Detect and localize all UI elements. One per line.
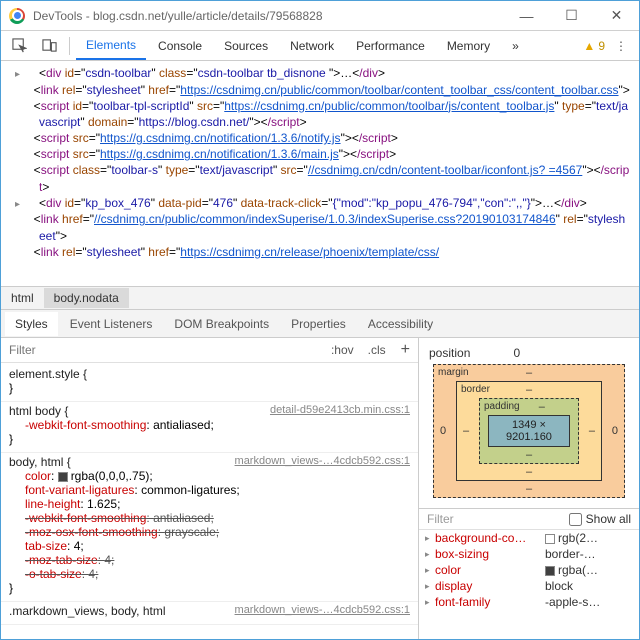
tab-sources[interactable]: Sources [214,33,278,59]
boxmodel-padding[interactable]: padding – – 1349 × 9201.160 [479,398,579,464]
showall-checkbox[interactable] [569,513,582,526]
dom-line[interactable]: <link href="//csdnimg.cn/public/common/i… [9,211,631,243]
maximize-button[interactable]: ☐ [549,1,594,31]
subtab-properties[interactable]: Properties [281,312,356,336]
tab-console[interactable]: Console [148,33,212,59]
titlebar: DevTools - blog.csdn.net/yulle/article/d… [1,1,639,31]
computed-row[interactable]: ▸colorrgba(… [419,562,639,578]
dom-line[interactable]: <script src="https://g.csdnimg.cn/notifi… [9,130,631,146]
tab-elements[interactable]: Elements [76,32,146,60]
minimize-button[interactable]: — [504,1,549,31]
computed-filter[interactable]: Filter [427,512,454,526]
position-label: position [429,346,489,360]
dom-tree[interactable]: <div id="csdn-toolbar" class="csdn-toolb… [1,61,639,286]
styles-pane: :hov .cls + element.style {}html body {d… [1,338,419,639]
computed-row[interactable]: ▸background-co…rgb(2… [419,530,639,546]
cls-toggle[interactable]: .cls [361,340,393,360]
dom-line[interactable]: <script class="toolbar-s" type="text/jav… [9,162,631,194]
styles-tabstrip: Styles Event Listeners DOM Breakpoints P… [1,310,639,338]
dom-line[interactable]: <div id="kp_box_476" data-pid="476" data… [9,195,631,212]
dom-line[interactable]: <script id="toolbar-tpl-scriptId" src="h… [9,98,631,130]
warnings-badge[interactable]: ▲9 [583,39,605,53]
dom-line[interactable]: <script src="https://g.csdnimg.cn/notifi… [9,146,631,162]
settings-icon[interactable]: ⋮ [607,33,635,59]
crumb-body[interactable]: body.nodata [44,288,129,308]
css-rule[interactable]: html body {detail-d59e2413cb.min.css:1-w… [1,402,418,453]
computed-row[interactable]: ▸displayblock [419,578,639,594]
css-rule[interactable]: body, html {markdown_views-…4cdcb592.css… [1,453,418,602]
subtab-eventlisteners[interactable]: Event Listeners [60,312,163,336]
subtab-dombreakpoints[interactable]: DOM Breakpoints [164,312,279,336]
computed-pane: position 0 margin – – 0 0 border – – – – [419,338,639,639]
chrome-icon [9,8,25,24]
add-rule-button[interactable]: + [393,339,418,361]
main-toolbar: Elements Console Sources Network Perform… [1,31,639,61]
hov-toggle[interactable]: :hov [324,340,361,360]
window-title: DevTools - blog.csdn.net/yulle/article/d… [33,9,504,23]
tab-network[interactable]: Network [280,33,344,59]
computed-row[interactable]: ▸box-sizingborder-… [419,546,639,562]
subtab-accessibility[interactable]: Accessibility [358,312,443,336]
inspect-icon[interactable] [5,33,33,59]
dom-line[interactable]: <link rel="stylesheet" href="https://csd… [9,244,631,260]
dom-line[interactable]: <div id="csdn-toolbar" class="csdn-toolb… [9,65,631,82]
subtab-styles[interactable]: Styles [5,312,58,336]
tabs-more[interactable]: » [502,33,529,59]
tab-performance[interactable]: Performance [346,33,435,59]
css-rule[interactable]: .markdown_views, body, htmlmarkdown_view… [1,602,418,625]
breadcrumb: html body.nodata [1,286,639,310]
boxmodel-margin[interactable]: margin – – 0 0 border – – – – padding – [433,364,625,498]
boxmodel-border[interactable]: border – – – – padding – – 1349 × 9201.1… [456,381,602,481]
device-icon[interactable] [35,33,63,59]
crumb-html[interactable]: html [1,288,44,308]
styles-filter-input[interactable] [1,338,324,362]
css-rule[interactable]: element.style {} [1,365,418,402]
boxmodel-content[interactable]: 1349 × 9201.160 [488,415,570,447]
computed-row[interactable]: ▸font-family-apple-s… [419,594,639,610]
close-button[interactable]: ✕ [594,1,639,31]
tab-memory[interactable]: Memory [437,33,500,59]
dom-line[interactable]: <link rel="stylesheet" href="https://csd… [9,82,631,98]
